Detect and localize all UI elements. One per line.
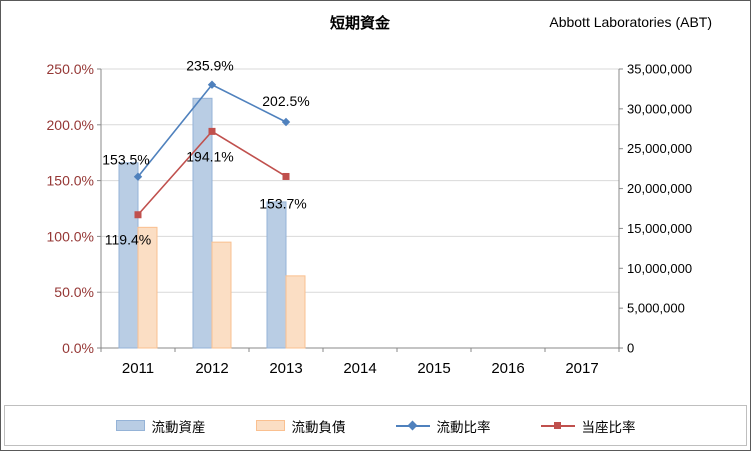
svg-text:35,000,000: 35,000,000	[627, 62, 692, 77]
svg-text:2011: 2011	[122, 360, 154, 377]
legend-item-current-liabilities: 流動負債	[255, 416, 346, 436]
current-assets-swatch	[115, 420, 145, 431]
current-liabilities-swatch	[255, 420, 285, 431]
svg-text:100.0%: 100.0%	[47, 228, 94, 244]
chart-legend: 流動資産 流動負債 流動比率 当座比率	[4, 405, 747, 446]
square-marker-icon	[553, 422, 561, 429]
combo-chart-plot: 0.0% 50.0% 100.0% 150.0% 200.0% 250.0% 0 5,000,…	[47, 58, 693, 377]
svg-text:2013: 2013	[269, 360, 302, 377]
svg-text:0: 0	[627, 341, 634, 356]
svg-text:200.0%: 200.0%	[47, 117, 94, 133]
company-label: Abbott Laboratories (ABT)	[549, 14, 712, 30]
svg-text:150.0%: 150.0%	[47, 173, 94, 189]
svg-text:194.1%: 194.1%	[186, 148, 233, 164]
legend-label-current-liabilities: 流動負債	[291, 419, 346, 435]
legend-item-quick-ratio: 当座比率	[540, 416, 636, 436]
svg-text:2012: 2012	[195, 360, 228, 377]
svg-text:15,000,000: 15,000,000	[627, 221, 692, 236]
svg-text:2014: 2014	[343, 360, 376, 377]
svg-text:235.9%: 235.9%	[186, 58, 233, 74]
svg-text:25,000,000: 25,000,000	[627, 141, 692, 156]
legend-item-current-ratio: 流動比率	[395, 416, 491, 436]
svg-text:30,000,000: 30,000,000	[627, 101, 692, 116]
svg-text:119.4%: 119.4%	[105, 232, 151, 248]
diamond-marker-icon	[407, 420, 417, 431]
svg-text:202.5%: 202.5%	[262, 93, 309, 109]
legend-label-current-assets: 流動資産	[151, 419, 206, 435]
svg-text:10,000,000: 10,000,000	[627, 261, 692, 276]
svg-text:50.0%: 50.0%	[54, 284, 94, 300]
svg-text:2016: 2016	[491, 360, 524, 377]
chart-title: 短期資金	[329, 15, 390, 32]
svg-text:20,000,000: 20,000,000	[627, 181, 692, 196]
legend-label-quick-ratio: 当座比率	[581, 419, 636, 435]
svg-text:250.0%: 250.0%	[47, 61, 94, 77]
svg-text:5,000,000: 5,000,000	[627, 301, 685, 316]
svg-text:2015: 2015	[417, 360, 450, 377]
quick-ratio-swatch	[540, 420, 575, 432]
svg-text:153.5%: 153.5%	[102, 152, 149, 168]
svg-text:153.7%: 153.7%	[259, 195, 306, 211]
svg-text:0.0%: 0.0%	[62, 340, 94, 356]
current-ratio-swatch	[395, 420, 430, 432]
legend-label-current-ratio: 流動比率	[436, 419, 491, 435]
svg-text:2017: 2017	[565, 360, 598, 377]
legend-item-current-assets: 流動資産	[115, 416, 206, 436]
